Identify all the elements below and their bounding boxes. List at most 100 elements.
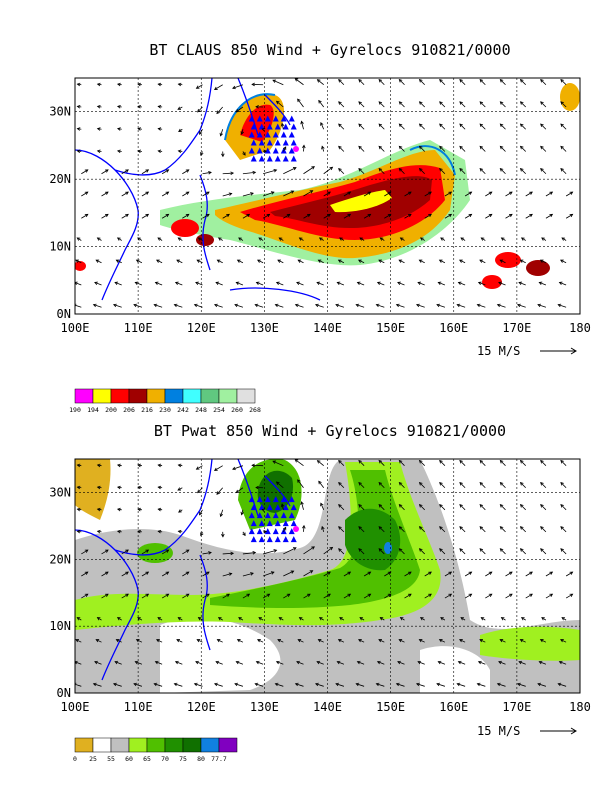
reference-vector-label: 15 M/S bbox=[477, 344, 520, 358]
wind-vector bbox=[242, 593, 250, 599]
wind-vector-head bbox=[418, 78, 423, 83]
wind-vector bbox=[75, 259, 82, 264]
wind-vector-head bbox=[378, 78, 383, 83]
wind-vector-head bbox=[258, 617, 263, 621]
wind-vector bbox=[399, 101, 405, 108]
wind-vector-head bbox=[498, 660, 502, 665]
wind-vector-head bbox=[275, 481, 280, 485]
wind-vector bbox=[560, 526, 567, 533]
wind-vector-head bbox=[96, 617, 101, 621]
colorbar-label: 248 bbox=[195, 406, 207, 414]
wind-vector bbox=[101, 214, 109, 219]
wind-vector-head bbox=[255, 281, 260, 285]
wind-vector-head bbox=[436, 303, 441, 308]
wind-vector-head bbox=[417, 281, 422, 285]
wind-vectors bbox=[75, 78, 574, 308]
wind-vector bbox=[114, 282, 122, 286]
wind-vector bbox=[358, 548, 365, 555]
gyre-location-marker bbox=[256, 147, 263, 154]
wind-vector bbox=[438, 661, 446, 665]
wind-vector-head bbox=[519, 459, 524, 464]
wind-vector bbox=[479, 639, 486, 643]
wind-vector bbox=[540, 460, 547, 466]
wind-vector bbox=[337, 282, 345, 286]
wind-vector-head bbox=[234, 682, 239, 687]
wind-vector-head bbox=[84, 549, 89, 553]
gyre-location-marker bbox=[266, 139, 273, 146]
wind-vector-head bbox=[428, 191, 432, 195]
wind-vector bbox=[114, 661, 122, 665]
wind-vector-head bbox=[316, 460, 321, 464]
wind-vector-head bbox=[217, 617, 222, 621]
wind-vector-head bbox=[338, 504, 342, 508]
wind-vector-head bbox=[538, 281, 543, 285]
wind-vector bbox=[378, 460, 385, 466]
x-tick-label: 140E bbox=[313, 700, 342, 714]
wind-vector-head bbox=[76, 617, 81, 621]
wind-vector-head bbox=[327, 571, 331, 575]
wind-vector-head bbox=[358, 481, 362, 486]
wind-vector-head bbox=[165, 169, 170, 173]
colorbar-label: 268 bbox=[249, 406, 261, 414]
wind-vector-head bbox=[125, 593, 129, 597]
wind-vector-head bbox=[415, 682, 420, 687]
wind-vector-head bbox=[516, 303, 521, 308]
wind-vector bbox=[202, 214, 210, 219]
wind-vector-head bbox=[318, 99, 322, 104]
wind-vector-head bbox=[428, 593, 432, 597]
wind-vector bbox=[95, 639, 102, 643]
wind-vector-head bbox=[165, 191, 170, 195]
wind-vector-head bbox=[337, 639, 342, 643]
wind-vector-head bbox=[375, 303, 380, 308]
wind-vector bbox=[335, 304, 345, 308]
wind-vector-head bbox=[459, 167, 463, 172]
wind-vector bbox=[236, 106, 244, 113]
gyre-location-marker bbox=[274, 123, 281, 130]
wind-vector-head bbox=[459, 504, 463, 508]
wind-vector-head bbox=[347, 191, 352, 195]
wind-vector-head bbox=[296, 660, 300, 665]
wind-vector-head bbox=[298, 617, 303, 621]
wind-vector-head bbox=[398, 78, 403, 83]
wind-vector-head bbox=[387, 593, 392, 597]
pwat-light-green bbox=[480, 626, 580, 661]
wind-vector-head bbox=[157, 529, 162, 534]
wind-vector bbox=[155, 661, 163, 665]
wind-vector-head bbox=[76, 82, 81, 87]
wind-vector bbox=[262, 571, 275, 577]
wind-vector-head bbox=[519, 123, 524, 128]
wind-vector-head bbox=[251, 82, 255, 87]
wind-vector bbox=[75, 304, 82, 308]
wind-vector-head bbox=[407, 191, 412, 195]
wind-vector-head bbox=[418, 123, 423, 128]
wind-vector-head bbox=[329, 546, 334, 551]
gyre-location-marker bbox=[290, 139, 297, 146]
wind-vector-head bbox=[314, 682, 319, 687]
wind-vector bbox=[237, 259, 244, 264]
wind-vector bbox=[101, 593, 109, 599]
wind-vector-head bbox=[185, 213, 190, 218]
wind-vector-head bbox=[398, 459, 403, 464]
wind-vector-head bbox=[537, 682, 542, 687]
wind-vector bbox=[256, 661, 264, 665]
gyre-location-marker bbox=[250, 155, 257, 162]
wind-vector-head bbox=[104, 571, 109, 575]
wind-vector-head bbox=[84, 191, 89, 195]
gyre-location-marker bbox=[274, 139, 281, 146]
wind-vector-head bbox=[94, 660, 98, 665]
wind-vector-head bbox=[519, 167, 524, 172]
wind-vector-head bbox=[266, 593, 271, 597]
y-tick-label: 30N bbox=[49, 105, 71, 119]
wind-vector bbox=[161, 191, 169, 197]
wind-vector bbox=[121, 191, 129, 197]
wind-vector-head bbox=[157, 127, 162, 131]
wind-vector bbox=[277, 639, 284, 643]
wind-vector bbox=[257, 639, 264, 643]
wind-vector-head bbox=[428, 213, 432, 218]
wind-vector bbox=[303, 570, 313, 577]
gyre-location-marker bbox=[290, 536, 297, 543]
wind-vector-head bbox=[133, 303, 138, 308]
wind-vector bbox=[121, 571, 129, 577]
wind-vectors bbox=[75, 459, 574, 687]
